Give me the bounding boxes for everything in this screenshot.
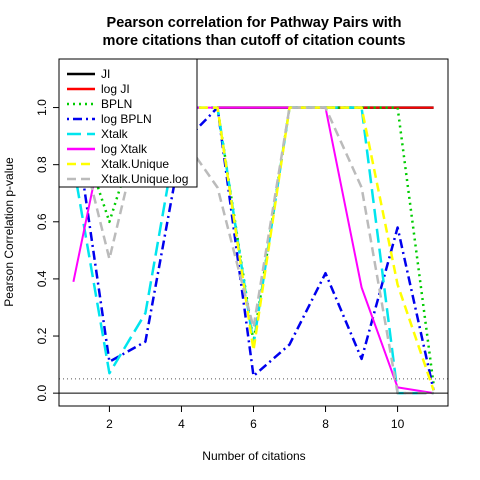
x-tick-label: 8 (322, 417, 329, 431)
y-axis: 0.0 0.2 0.4 0.6 0.8 1.0 (35, 99, 59, 401)
chart-title-line-2: more citations than cutoff of citation c… (103, 33, 406, 49)
legend-box (58, 58, 198, 188)
y-tick-label: 0.2 (35, 327, 49, 344)
legend-label: log Xtalk (101, 142, 148, 156)
x-tick-label: 6 (250, 417, 257, 431)
y-tick-label: 0.0 (35, 384, 49, 401)
legend-label: Xtalk.Unique (101, 157, 169, 171)
x-tick-label: 4 (178, 417, 185, 431)
chart-title: Pearson correlation for Pathway Pairs wi… (103, 15, 406, 49)
reference-lines (59, 378, 448, 394)
x-tick-label: 2 (106, 417, 113, 431)
x-axis-label: Number of citations (202, 449, 305, 463)
legend-label: Xtalk (101, 127, 129, 141)
legend-label: Xtalk.Unique.log (101, 172, 188, 186)
legend-label: JI (101, 67, 110, 81)
x-axis: 2 4 6 8 10 (106, 406, 405, 431)
y-tick-label: 1.0 (35, 99, 49, 116)
y-tick-label: 0.4 (35, 270, 49, 287)
y-tick-label: 0.6 (35, 213, 49, 230)
legend-label: BPLN (101, 97, 132, 111)
x-tick-label: 10 (391, 417, 405, 431)
y-tick-label: 0.8 (35, 156, 49, 173)
legend-label: log JI (101, 82, 130, 96)
y-axis-label: Pearson Correlation p-value (2, 157, 16, 307)
chart-title-line-1: Pearson correlation for Pathway Pairs wi… (107, 15, 402, 31)
legend-label: log BPLN (101, 112, 152, 126)
series-line-log-bpln (72, 106, 435, 391)
